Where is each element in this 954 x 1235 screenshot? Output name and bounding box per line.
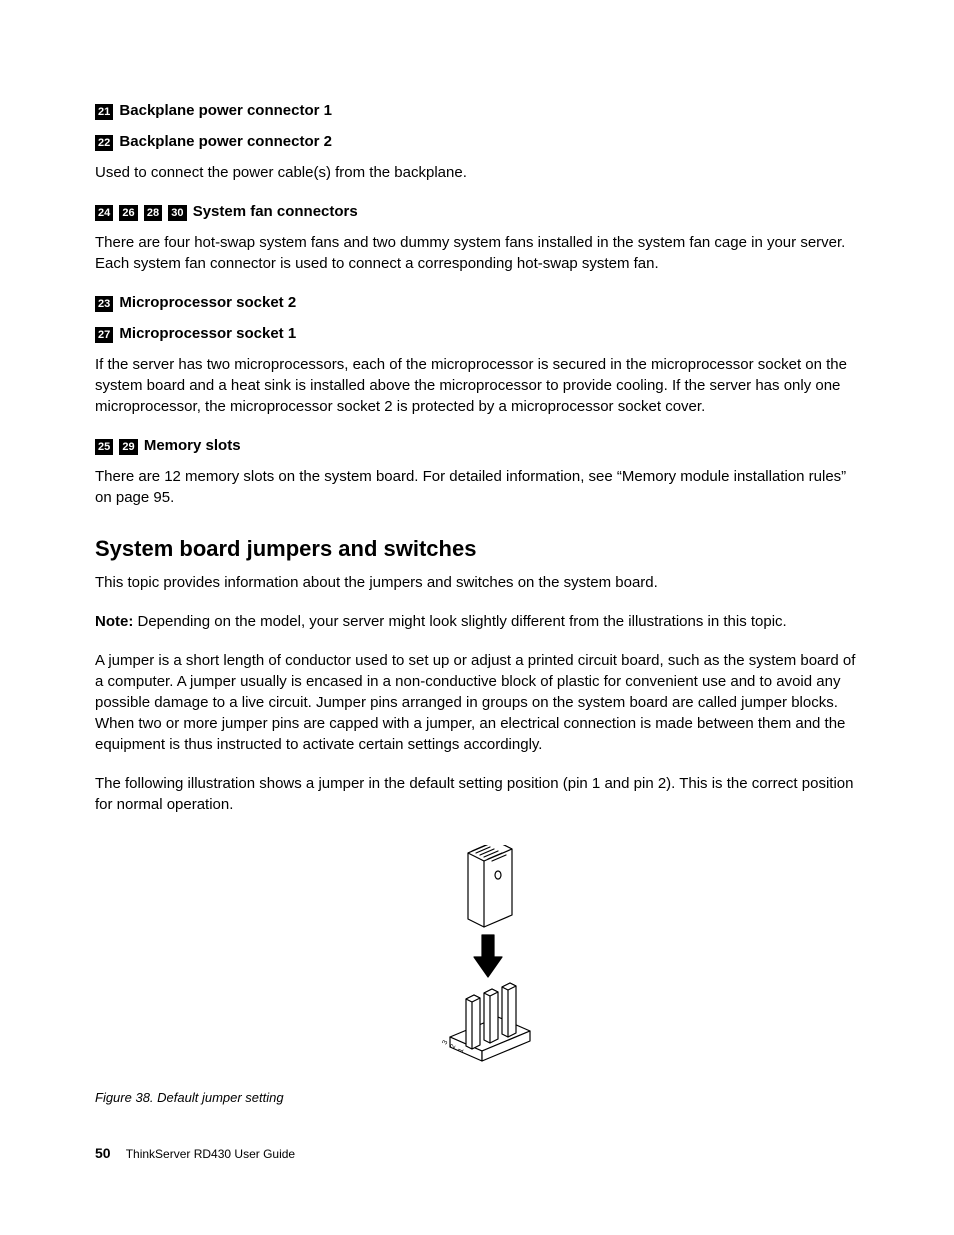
figure-container: 3 2 1 (95, 845, 864, 1070)
item-micro-1: 27 Microprocessor socket 1 (95, 323, 864, 344)
item-micro-2: 23 Microprocessor socket 2 (95, 292, 864, 313)
callout-25: 25 (95, 439, 113, 455)
note-paragraph: Note: Depending on the model, your serve… (95, 611, 864, 632)
backplane-1-title: Backplane power connector 1 (119, 102, 332, 119)
callout-22: 22 (95, 135, 113, 151)
pin-3-label: 3 (441, 1039, 449, 1046)
system-fan-description: There are four hot-swap system fans and … (95, 232, 864, 274)
item-backplane-1: 21 Backplane power connector 1 (95, 100, 864, 121)
jumper-para-2: The following illustration shows a jumpe… (95, 773, 864, 815)
callout-27: 27 (95, 327, 113, 343)
section-intro: This topic provides information about th… (95, 572, 864, 593)
page-footer: 50 ThinkServer RD430 User Guide (95, 1145, 864, 1161)
backplane-description: Used to connect the power cable(s) from … (95, 162, 864, 183)
item-memory: 25 29 Memory slots (95, 435, 864, 456)
callout-24: 24 (95, 205, 113, 221)
note-text: Depending on the model, your server migh… (133, 613, 786, 630)
callout-28: 28 (144, 205, 162, 221)
figure-caption: Figure 38. Default jumper setting (95, 1090, 864, 1105)
item-backplane-2: 22 Backplane power connector 2 (95, 131, 864, 152)
callout-29: 29 (119, 439, 137, 455)
document-page: 21 Backplane power connector 1 22 Backpl… (0, 0, 954, 1201)
note-label: Note: (95, 613, 133, 630)
doc-title: ThinkServer RD430 User Guide (126, 1147, 295, 1161)
micro-2-title: Microprocessor socket 2 (119, 294, 296, 311)
jumper-para-1: A jumper is a short length of conductor … (95, 650, 864, 755)
page-number: 50 (95, 1145, 111, 1161)
section-heading: System board jumpers and switches (95, 536, 864, 562)
callout-26: 26 (119, 205, 137, 221)
jumper-diagram-icon: 3 2 1 (420, 845, 540, 1065)
micro-description: If the server has two microprocessors, e… (95, 354, 864, 417)
micro-1-title: Microprocessor socket 1 (119, 325, 296, 342)
system-fan-title: System fan connectors (193, 203, 358, 220)
memory-title: Memory slots (144, 437, 241, 454)
callout-30: 30 (168, 205, 186, 221)
callout-21: 21 (95, 104, 113, 120)
callout-23: 23 (95, 296, 113, 312)
item-system-fan: 24 26 28 30 System fan connectors (95, 201, 864, 222)
memory-description: There are 12 memory slots on the system … (95, 466, 864, 508)
backplane-2-title: Backplane power connector 2 (119, 133, 332, 150)
